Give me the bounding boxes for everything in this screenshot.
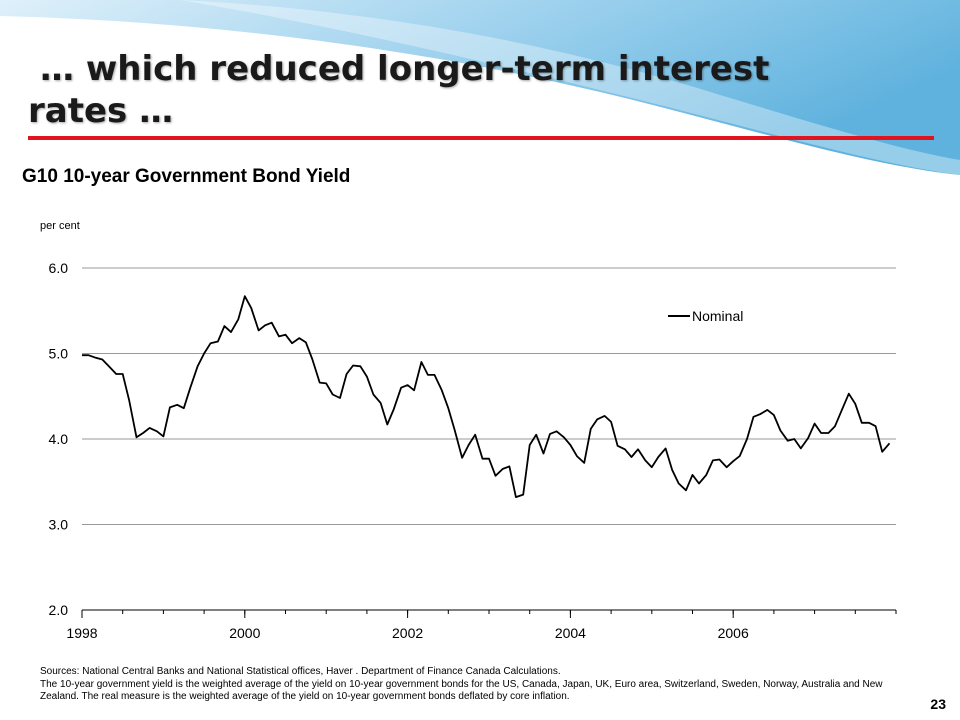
legend-label: Nominal <box>692 308 743 324</box>
slide-title-line2: rates … <box>28 91 174 131</box>
y-axis-label: per cent <box>40 220 80 232</box>
page-number: 23 <box>930 696 946 712</box>
x-tick-label: 2006 <box>718 625 749 641</box>
chart-title: G10 10-year Government Bond Yield <box>22 166 351 187</box>
slide-title: … which reduced longer-term interest rat… <box>28 48 928 132</box>
sources-note: Sources: National Central Banks and Nati… <box>40 666 920 704</box>
bond-yield-chart: per cent 2.0 3.0 4.0 5.0 6.0 1998 2000 2002 2004 2… <box>40 220 897 641</box>
x-tick-label: 2004 <box>555 625 586 641</box>
slide-title-line1: … which reduced longer-term interest <box>40 49 770 89</box>
y-tick-label: 2.0 <box>49 602 69 618</box>
y-tick-label: 3.0 <box>49 517 69 533</box>
methodology-note: The 10-year government yield is the weig… <box>40 678 883 703</box>
y-tick-label: 5.0 <box>49 346 69 362</box>
y-tick-label: 4.0 <box>49 431 69 447</box>
y-tick-label: 6.0 <box>49 260 69 276</box>
x-tick-label: 1998 <box>66 625 97 641</box>
x-tick-label: 2000 <box>229 625 260 641</box>
x-tick-label: 2002 <box>392 625 423 641</box>
sources-line: Sources: National Central Banks and Nati… <box>40 666 561 677</box>
title-underline <box>28 136 934 140</box>
series-line-nominal <box>82 295 891 499</box>
